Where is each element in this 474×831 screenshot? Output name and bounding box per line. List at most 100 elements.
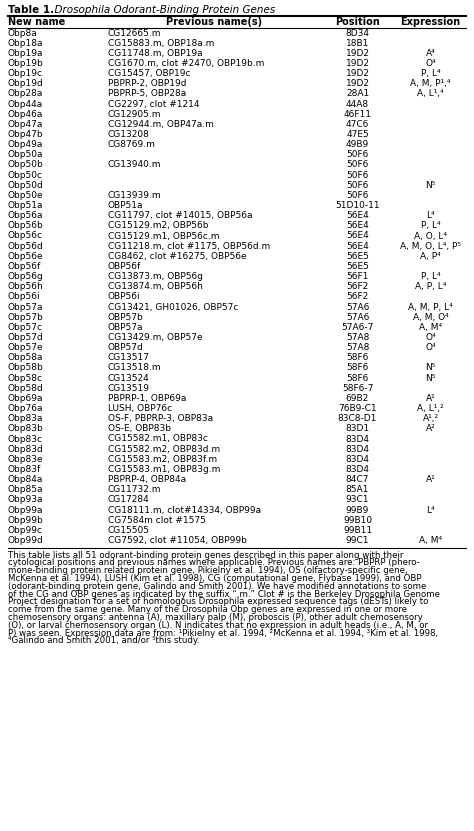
Text: 28A1: 28A1: [346, 90, 369, 98]
Text: Obp58a: Obp58a: [8, 353, 44, 362]
Text: 18B1: 18B1: [346, 39, 369, 47]
Text: 83D4: 83D4: [346, 445, 370, 454]
Text: 50F6: 50F6: [346, 160, 369, 170]
Text: Obp44a: Obp44a: [8, 100, 43, 109]
Text: Obp58b: Obp58b: [8, 363, 44, 372]
Text: Obp99d: Obp99d: [8, 536, 44, 545]
Text: 58F6: 58F6: [346, 374, 369, 382]
Text: Obp99b: Obp99b: [8, 516, 44, 524]
Text: Obp56i: Obp56i: [8, 293, 41, 302]
Text: CG11797, clot #14015, OBP56a: CG11797, clot #14015, OBP56a: [108, 211, 253, 220]
Text: A, M⁴: A, M⁴: [419, 323, 442, 332]
Text: CG13429.m, OBP57e: CG13429.m, OBP57e: [108, 333, 202, 342]
Text: CG15583.m2, OBP83f.m: CG15583.m2, OBP83f.m: [108, 455, 217, 464]
Text: OBP57b: OBP57b: [108, 312, 144, 322]
Text: A, M, P, L⁴: A, M, P, L⁴: [408, 302, 453, 312]
Text: CG15583.m1, OBP83g.m: CG15583.m1, OBP83g.m: [108, 465, 220, 474]
Text: 56E5: 56E5: [346, 252, 369, 261]
Text: Expression: Expression: [401, 17, 461, 27]
Text: CG8769.m: CG8769.m: [108, 140, 156, 149]
Text: OBP56i: OBP56i: [108, 293, 141, 302]
Text: CG15129.m1, OBP56c.m: CG15129.m1, OBP56c.m: [108, 232, 219, 240]
Text: Table 1.: Table 1.: [8, 5, 54, 15]
Text: 50F6: 50F6: [346, 170, 369, 179]
Text: 46F11: 46F11: [344, 110, 372, 119]
Text: CG15129.m2, OBP56b: CG15129.m2, OBP56b: [108, 221, 209, 230]
Text: A, P, L⁴: A, P, L⁴: [415, 283, 446, 291]
Text: OBP57a: OBP57a: [108, 323, 144, 332]
Text: Obp83d: Obp83d: [8, 445, 44, 454]
Text: A, L¹,⁴: A, L¹,⁴: [417, 90, 444, 98]
Text: 57A6-7: 57A6-7: [341, 323, 374, 332]
Text: 83C8-D1: 83C8-D1: [338, 414, 377, 423]
Text: 47E5: 47E5: [346, 130, 369, 139]
Text: CG12944.m, OBP47a.m: CG12944.m, OBP47a.m: [108, 120, 214, 129]
Text: 84C7: 84C7: [346, 475, 369, 484]
Text: Project designation for a set of homologous Drosophila expressed sequence tags (: Project designation for a set of homolog…: [8, 597, 428, 607]
Text: Obp28a: Obp28a: [8, 90, 44, 98]
Text: Obp99a: Obp99a: [8, 505, 44, 514]
Text: CG15505: CG15505: [108, 526, 150, 535]
Text: Obp57e: Obp57e: [8, 343, 44, 352]
Text: (O), or larval chemosensory organ (L). N indicates that no expression in adult h: (O), or larval chemosensory organ (L). N…: [8, 621, 428, 630]
Text: Obp51a: Obp51a: [8, 201, 44, 210]
Text: CG13518.m: CG13518.m: [108, 363, 162, 372]
Text: 58F6: 58F6: [346, 353, 369, 362]
Text: Obp83f: Obp83f: [8, 465, 41, 474]
Text: A, L¹,²: A, L¹,²: [417, 404, 444, 413]
Text: A, P⁴: A, P⁴: [420, 252, 441, 261]
Text: 69B2: 69B2: [346, 394, 369, 403]
Text: L⁴: L⁴: [426, 505, 435, 514]
Text: mone-binding protein related protein gene, Pikielny et al. 1994), OS (olfactory-: mone-binding protein related protein gen…: [8, 566, 408, 575]
Text: Obp83e: Obp83e: [8, 455, 44, 464]
Text: CG15582.m2, OBP83d.m: CG15582.m2, OBP83d.m: [108, 445, 220, 454]
Text: 50F6: 50F6: [346, 191, 369, 200]
Text: CG15457, OBP19c: CG15457, OBP19c: [108, 69, 191, 78]
Text: Obp56h: Obp56h: [8, 283, 44, 291]
Text: OS-E, OBP83b: OS-E, OBP83b: [108, 425, 171, 433]
Text: Obp19a: Obp19a: [8, 49, 44, 58]
Text: 83D4: 83D4: [346, 455, 370, 464]
Text: 56E4: 56E4: [346, 211, 369, 220]
Text: Obp56g: Obp56g: [8, 272, 44, 281]
Text: cytological positions and previous names where applicable. Previous names are: P: cytological positions and previous names…: [8, 558, 420, 568]
Text: CG15883.m, OBP18a.m: CG15883.m, OBP18a.m: [108, 39, 214, 47]
Text: OBP51a: OBP51a: [108, 201, 144, 210]
Text: Obp19d: Obp19d: [8, 79, 44, 88]
Text: 57A6: 57A6: [346, 302, 369, 312]
Text: CG13519: CG13519: [108, 384, 150, 393]
Text: come from the same gene. Many of the Drosophila Obp genes are expressed in one o: come from the same gene. Many of the Dro…: [8, 605, 407, 614]
Text: PBPRP-4, OBP84a: PBPRP-4, OBP84a: [108, 475, 186, 484]
Text: 56F2: 56F2: [346, 293, 369, 302]
Text: CG12665.m: CG12665.m: [108, 28, 162, 37]
Text: Obp57b: Obp57b: [8, 312, 44, 322]
Text: Obp57d: Obp57d: [8, 333, 44, 342]
Text: Obp83a: Obp83a: [8, 414, 44, 423]
Text: 85A1: 85A1: [346, 485, 369, 494]
Text: Obp49a: Obp49a: [8, 140, 44, 149]
Text: CG18111.m, clot#14334, OBP99a: CG18111.m, clot#14334, OBP99a: [108, 505, 261, 514]
Text: Obp58c: Obp58c: [8, 374, 43, 382]
Text: 47C6: 47C6: [346, 120, 369, 129]
Text: 50F6: 50F6: [346, 181, 369, 189]
Text: A, O, L⁴: A, O, L⁴: [414, 232, 447, 240]
Text: of the CG and OBP genes as indicated by the suffix “.m.” Clot # is the Berkeley : of the CG and OBP genes as indicated by …: [8, 590, 440, 598]
Text: P, L⁴: P, L⁴: [421, 69, 440, 78]
Text: A¹: A¹: [426, 475, 436, 484]
Text: 76B9-C1: 76B9-C1: [338, 404, 377, 413]
Text: Obp69a: Obp69a: [8, 394, 44, 403]
Text: CG11748.m, OBP19a: CG11748.m, OBP19a: [108, 49, 202, 58]
Text: CG13208: CG13208: [108, 130, 150, 139]
Text: CG17284: CG17284: [108, 495, 150, 504]
Text: (odorant-binding protein gene, Galindo and Smith 2001). We have modified annotat: (odorant-binding protein gene, Galindo a…: [8, 582, 427, 591]
Text: CG15582.m1, OBP83c: CG15582.m1, OBP83c: [108, 435, 208, 444]
Text: Obp19b: Obp19b: [8, 59, 44, 68]
Text: CG1670.m, clot #2470, OBP19b.m: CG1670.m, clot #2470, OBP19b.m: [108, 59, 264, 68]
Text: Obp58d: Obp58d: [8, 384, 44, 393]
Text: 99B9: 99B9: [346, 505, 369, 514]
Text: CG11732.m: CG11732.m: [108, 485, 162, 494]
Text: Obp85a: Obp85a: [8, 485, 44, 494]
Text: PBPRP-2, OBP19d: PBPRP-2, OBP19d: [108, 79, 186, 88]
Text: P, L⁴: P, L⁴: [421, 272, 440, 281]
Text: P) was seen. Expression data are from: ¹Pikielny et al. 1994, ²McKenna et al. 19: P) was seen. Expression data are from: ¹…: [8, 628, 438, 637]
